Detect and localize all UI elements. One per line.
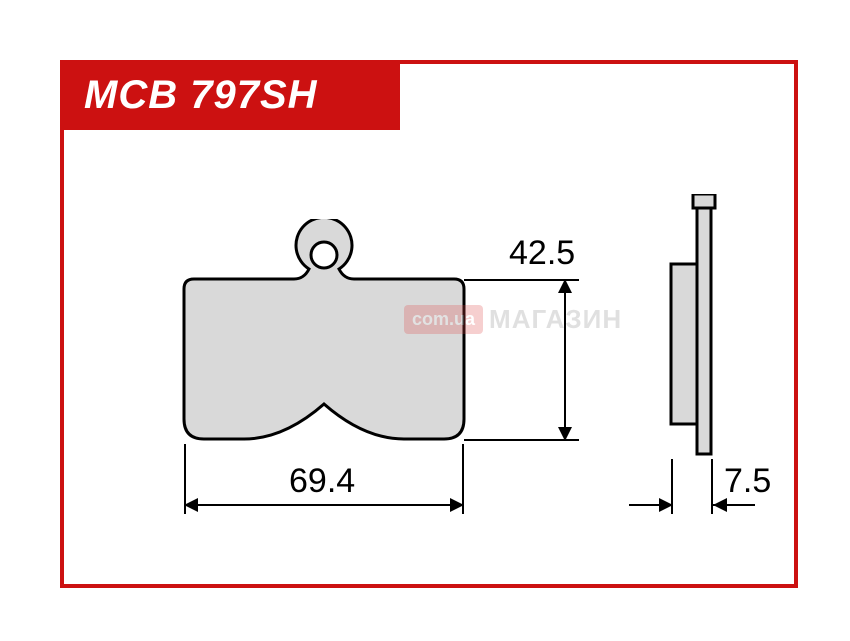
arrow-head: [450, 498, 464, 512]
arrow-head: [558, 427, 572, 441]
arrow-head: [558, 279, 572, 293]
dim-width: 69.4: [289, 462, 355, 501]
dim-line-width: [184, 504, 464, 506]
arrow-head: [659, 498, 673, 512]
spec-frame: MCB 797SH 42.5 69.4 7.5 com.ua МАГАЗИН: [60, 60, 798, 588]
arrow-head: [184, 498, 198, 512]
watermark-badge: com.ua: [404, 305, 483, 334]
pad-side-view: [649, 194, 739, 464]
product-code: MCB 797SH: [84, 73, 318, 118]
pad-front-view: [154, 219, 494, 479]
dim-thickness: 7.5: [724, 462, 771, 501]
watermark-text: МАГАЗИН: [489, 304, 622, 335]
title-bar: MCB 797SH: [60, 60, 400, 130]
watermark: com.ua МАГАЗИН: [404, 304, 622, 335]
dim-height: 42.5: [509, 234, 575, 273]
